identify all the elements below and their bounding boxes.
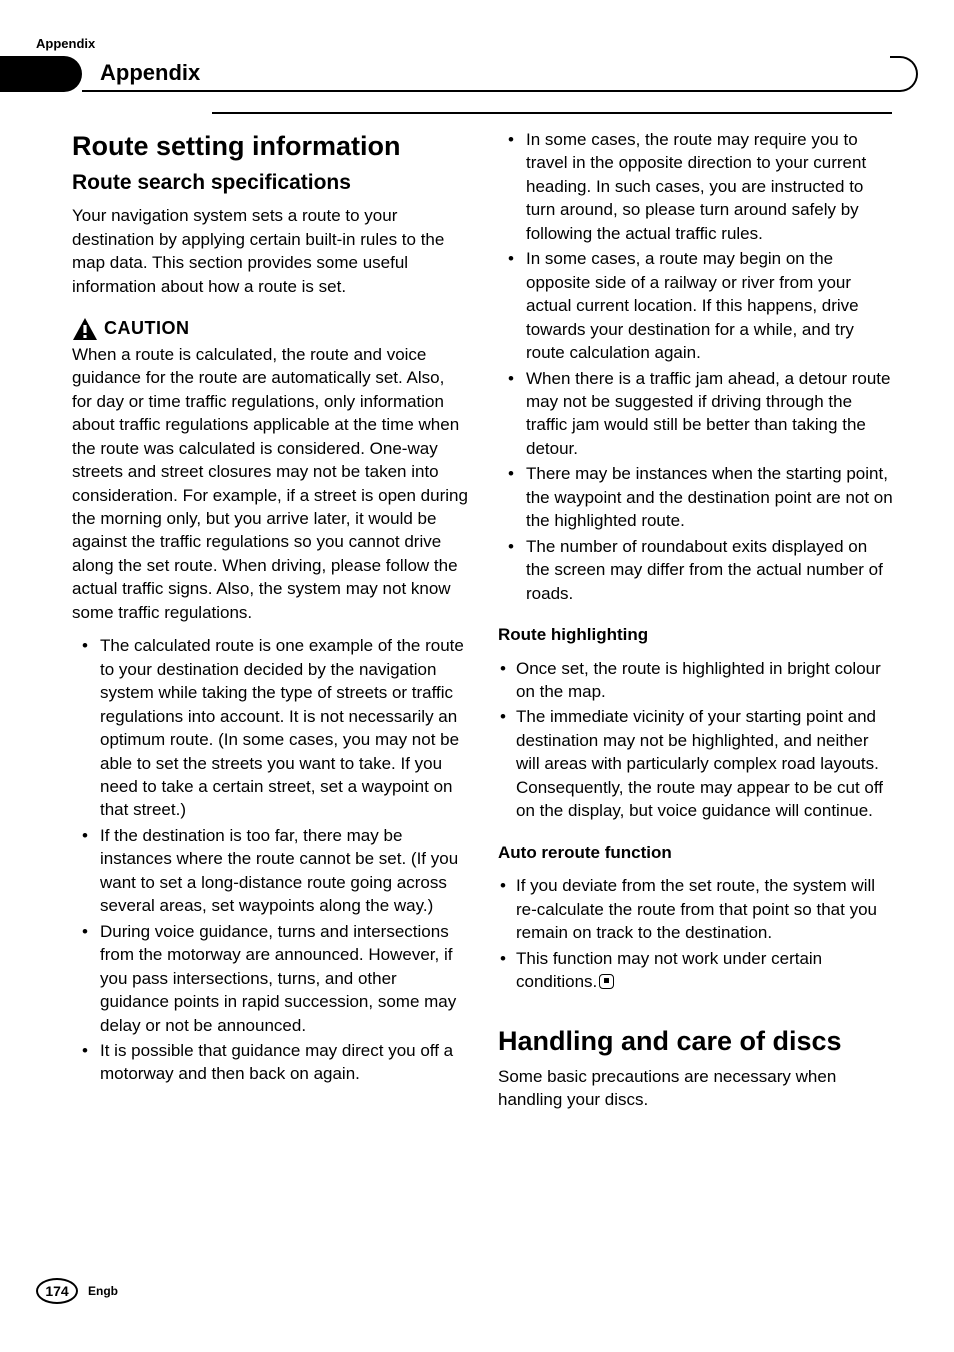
reroute-bullets: If you deviate from the set route, the s…	[498, 874, 894, 993]
chapter-title: Appendix	[100, 60, 200, 86]
warning-icon	[72, 317, 98, 341]
page-language: Engb	[88, 1284, 118, 1298]
heading-route-spec: Route search specifications	[72, 169, 468, 198]
list-item-text: This function may not work under certain…	[516, 949, 822, 991]
end-section-icon	[599, 974, 614, 989]
breadcrumb: Appendix	[36, 36, 95, 51]
heading-discs: Handling and care of discs	[498, 1023, 894, 1060]
chapter-header: Appendix	[0, 56, 954, 92]
highlight-bullets: Once set, the route is highlighted in br…	[498, 657, 894, 823]
page-content: Route setting information Route search s…	[72, 128, 894, 1252]
list-item: It is possible that guidance may direct …	[72, 1039, 468, 1086]
list-item: The number of roundabout exits displayed…	[498, 535, 894, 605]
caution-header: CAUTION	[72, 316, 468, 341]
list-item: The calculated route is one example of t…	[72, 634, 468, 822]
caution-paragraph: When a route is calculated, the route an…	[72, 343, 468, 624]
list-item: The immediate vicinity of your starting …	[498, 705, 894, 822]
list-item: If the destination is too far, there may…	[72, 824, 468, 918]
chapter-rule-top	[212, 112, 892, 114]
list-item: This function may not work under certain…	[498, 947, 894, 994]
intro-paragraph: Your navigation system sets a route to y…	[72, 204, 468, 298]
page-footer: 174 Engb	[36, 1278, 118, 1304]
chapter-rule-bottom	[82, 90, 892, 92]
list-item: When there is a traffic jam ahead, a det…	[498, 367, 894, 461]
heading-route-setting: Route setting information	[72, 128, 468, 165]
list-item: In some cases, a route may begin on the …	[498, 247, 894, 364]
list-item: Once set, the route is highlighted in br…	[498, 657, 894, 704]
list-item: During voice guidance, turns and interse…	[72, 920, 468, 1037]
discs-paragraph: Some basic precautions are necessary whe…	[498, 1065, 894, 1112]
list-item: There may be instances when the starting…	[498, 462, 894, 532]
chapter-tab	[0, 56, 82, 92]
page-number: 174	[36, 1278, 78, 1304]
heading-auto-reroute: Auto reroute function	[498, 841, 894, 864]
list-item: In some cases, the route may require you…	[498, 128, 894, 245]
heading-route-highlighting: Route highlighting	[498, 623, 894, 646]
list-item: If you deviate from the set route, the s…	[498, 874, 894, 944]
caution-label: CAUTION	[104, 316, 190, 341]
